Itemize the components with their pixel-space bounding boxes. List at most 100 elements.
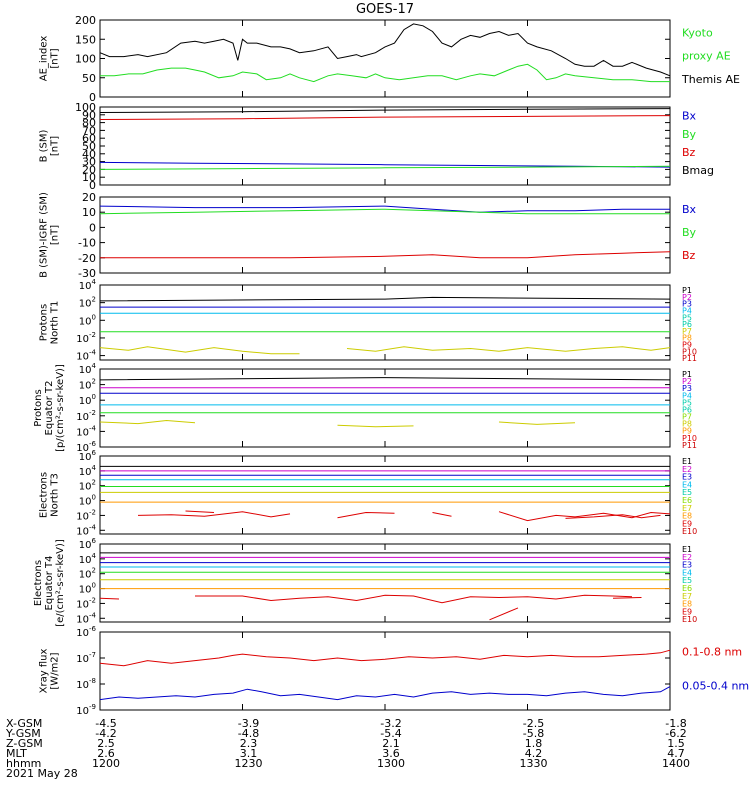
footer-value: -1.8 — [665, 717, 686, 730]
panel-1-ytick-label: 50 — [82, 72, 96, 85]
panel-1-ytick-label: 150 — [75, 33, 96, 46]
footer-value: -3.9 — [238, 717, 259, 730]
panel-1-ylabel-line: AE_index — [39, 36, 50, 82]
panel-7-ytick-label: 10-4 — [76, 611, 96, 625]
footer-row-label: X-GSM — [6, 717, 42, 730]
panel-3-ylabel-line: B (SM)-IGRF (SM) — [39, 192, 50, 278]
plot-title: GOES-17 — [356, 2, 414, 17]
panel-4: 10-4 10-2 100 102 104 Protons North T1 P1P2P3P4… — [39, 278, 698, 363]
panel-2-ylabel-line: B (SM) — [39, 129, 50, 162]
panel-5-legend-label: P6 — [682, 405, 692, 414]
panel-7-legend-label: E5 — [682, 576, 692, 585]
panel-2-series-2 — [99, 115, 671, 120]
panel-2-series-4 — [99, 165, 671, 170]
panel-2-legend-label: Bz — [682, 146, 696, 159]
panel-5-legend-label: P8 — [682, 420, 692, 429]
panel-3-legend-label: Bx — [682, 203, 697, 216]
panel-3-series-1 — [99, 205, 670, 213]
panel-2-series-1 — [99, 108, 671, 113]
panel-8-ytick-label: 10-7 — [76, 651, 96, 665]
panel-2-legend-label: By — [682, 128, 697, 141]
footer-value: 1230 — [235, 757, 263, 770]
panel-6-ytick-label: 10-4 — [76, 523, 96, 537]
panel-5-ytick-label: 10-4 — [76, 424, 96, 438]
panel-7-legend-label: E4 — [682, 568, 692, 577]
panel-2-ytick-label: 10 — [82, 171, 96, 184]
panel-4-ytick-label: 102 — [79, 296, 96, 310]
panel-3-ytick-label: 0 — [89, 221, 96, 234]
footer-value: 1.8 — [525, 737, 543, 750]
panel-4-ytick-label: 100 — [79, 313, 96, 327]
panel-2-ytick-label: 40 — [82, 148, 96, 161]
panel-6-legend-label: E4 — [682, 480, 692, 489]
panel-2-ytick-label: 0 — [89, 179, 96, 192]
panel-3-ytick-label: 10 — [82, 206, 96, 219]
panel-5-legend-label: P4 — [682, 391, 692, 400]
panel-4-legend-label: P5 — [682, 313, 692, 322]
panel-8-ylabel-line: [W/m2] — [50, 652, 61, 689]
panel-4-ytick-label: 10-4 — [76, 349, 96, 363]
footer-value: 1330 — [520, 757, 548, 770]
panel-3-ytick-label: -20 — [78, 252, 96, 265]
footer-value: -4.8 — [238, 727, 259, 740]
panel-8: 10-9 10-8 10-7 10-6 Xray flux [W/m2] 0.1-0.8 n… — [39, 625, 750, 717]
panel-4-series-1 — [99, 296, 671, 302]
footer-value: -4.2 — [95, 727, 116, 740]
panel-6-ytick-label: 102 — [79, 479, 96, 493]
panel-4-ylabel-line: Protons — [39, 304, 50, 341]
panel-7-ytick-label: 10-2 — [76, 596, 96, 610]
footer-value: -4.5 — [95, 717, 116, 730]
panel-6-legend-label: E10 — [682, 527, 697, 536]
footer-value: 1.5 — [667, 737, 685, 750]
panel-1-legend-label: proxy AE — [682, 50, 731, 63]
panel-2-ytick-label: 90 — [82, 109, 96, 122]
panel-5-ylabel-line: [p/(cm²-s-sr-keV)] — [55, 364, 66, 452]
panel-2-ytick-label: 30 — [82, 156, 96, 169]
panel-6-legend-label: E8 — [682, 512, 692, 521]
panel-3-legend-label: By — [682, 226, 697, 239]
panel-6-legend-label: E1 — [682, 457, 692, 466]
panel-frame — [99, 631, 671, 711]
panel-1-ytick-label: 200 — [75, 14, 96, 27]
panel-2-ytick-label: 60 — [82, 132, 96, 145]
panel-4-legend-label: P6 — [682, 320, 692, 329]
panel-4-series-5 — [99, 346, 300, 355]
panel-1-series-1 — [99, 23, 671, 77]
panel-6-ylabel-line: North T3 — [50, 473, 61, 517]
footer-value: 2.3 — [240, 737, 258, 750]
footer-value: 3.1 — [240, 747, 258, 760]
panel-1-ylabel-line: [nT] — [50, 48, 61, 68]
panel-7-ytick-label: 100 — [79, 582, 96, 596]
panel-1: 0 50 100 150 200 AE_index [nT] Kyoto proxy AE The… — [39, 14, 740, 104]
panel-6-series-9 — [185, 510, 215, 513]
panel-7-legend-label: E6 — [682, 584, 692, 593]
panel-7-series-8 — [99, 597, 120, 600]
panel-6-legend-label: E5 — [682, 488, 692, 497]
panel-8-series-1 — [99, 649, 671, 667]
panel-5-series-1 — [99, 377, 671, 381]
panel-6-legend-label: E9 — [682, 519, 692, 528]
panel-3-series-2 — [99, 208, 670, 215]
panel-6-ytick-label: 106 — [79, 449, 97, 463]
panel-frame — [99, 196, 671, 274]
footer-value: 1200 — [92, 757, 120, 770]
panel-frame — [99, 455, 671, 535]
footer-row-label: Y-GSM — [5, 727, 41, 740]
panel-5-series-7 — [337, 424, 414, 428]
panel-3-ytick-label: 20 — [82, 191, 96, 204]
panel-6-series-10 — [337, 511, 395, 519]
panel-5-series-6 — [99, 419, 196, 425]
panel-3-ytick-label: -30 — [78, 267, 96, 280]
footer-value: -6.2 — [665, 727, 686, 740]
panel-2-series-3 — [99, 161, 671, 168]
panel-4-legend-label: P8 — [682, 334, 692, 343]
panel-6-series-13 — [565, 514, 661, 519]
panel-8-legend-label: 0.05-0.4 nm — [682, 680, 749, 693]
panel-1-ytick-label: 0 — [89, 91, 96, 104]
footer-value: 4.7 — [667, 747, 685, 760]
